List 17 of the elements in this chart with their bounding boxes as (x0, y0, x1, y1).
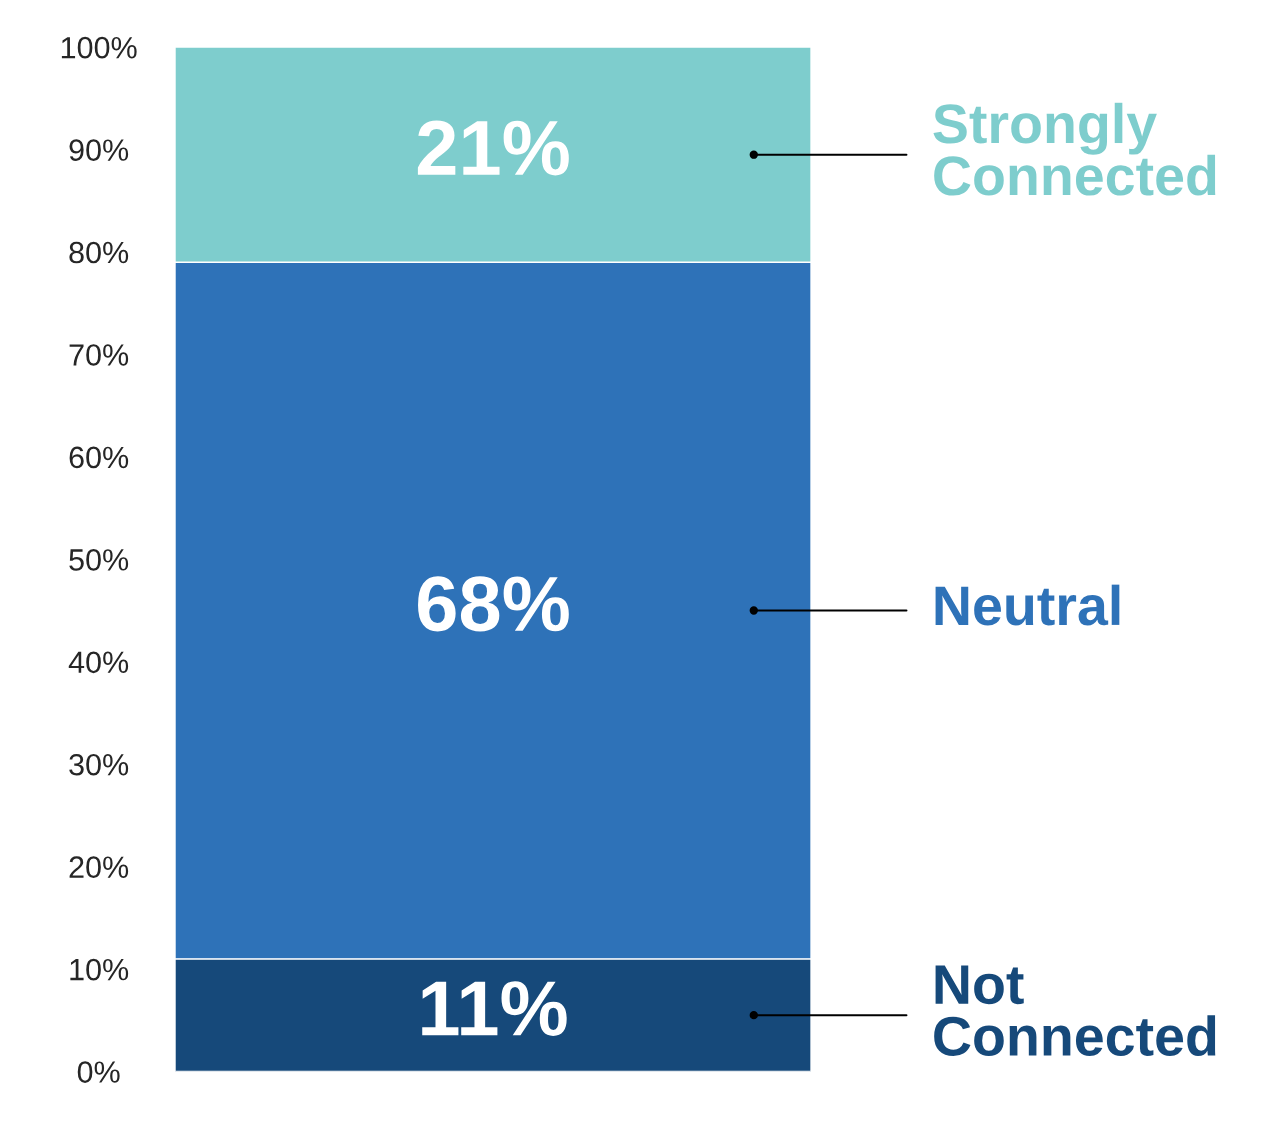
data-label: 11% (422, 981, 567, 1036)
text: Neutral (935, 584, 1120, 626)
text: Not Connected (934, 965, 1216, 1056)
y-tick-label: 20% (69, 856, 129, 879)
y-tick-label: 80% (69, 241, 129, 264)
y-tick-label: 10% (70, 958, 129, 981)
y-tick-label: 50% (69, 549, 129, 571)
text: Strongly Connected (933, 102, 1216, 196)
data-label: 21% (417, 120, 569, 176)
data-label: 68% (418, 576, 569, 632)
y-tick-label: 70% (69, 344, 129, 366)
y-tick-label: 90% (69, 139, 129, 161)
y-tick-label: 30% (69, 753, 129, 776)
y-tick-label: 0% (77, 1061, 120, 1083)
y-tick-label: 100% (61, 36, 137, 59)
y-tick-label: 60% (69, 446, 129, 469)
y-tick-label: 40% (68, 651, 129, 674)
